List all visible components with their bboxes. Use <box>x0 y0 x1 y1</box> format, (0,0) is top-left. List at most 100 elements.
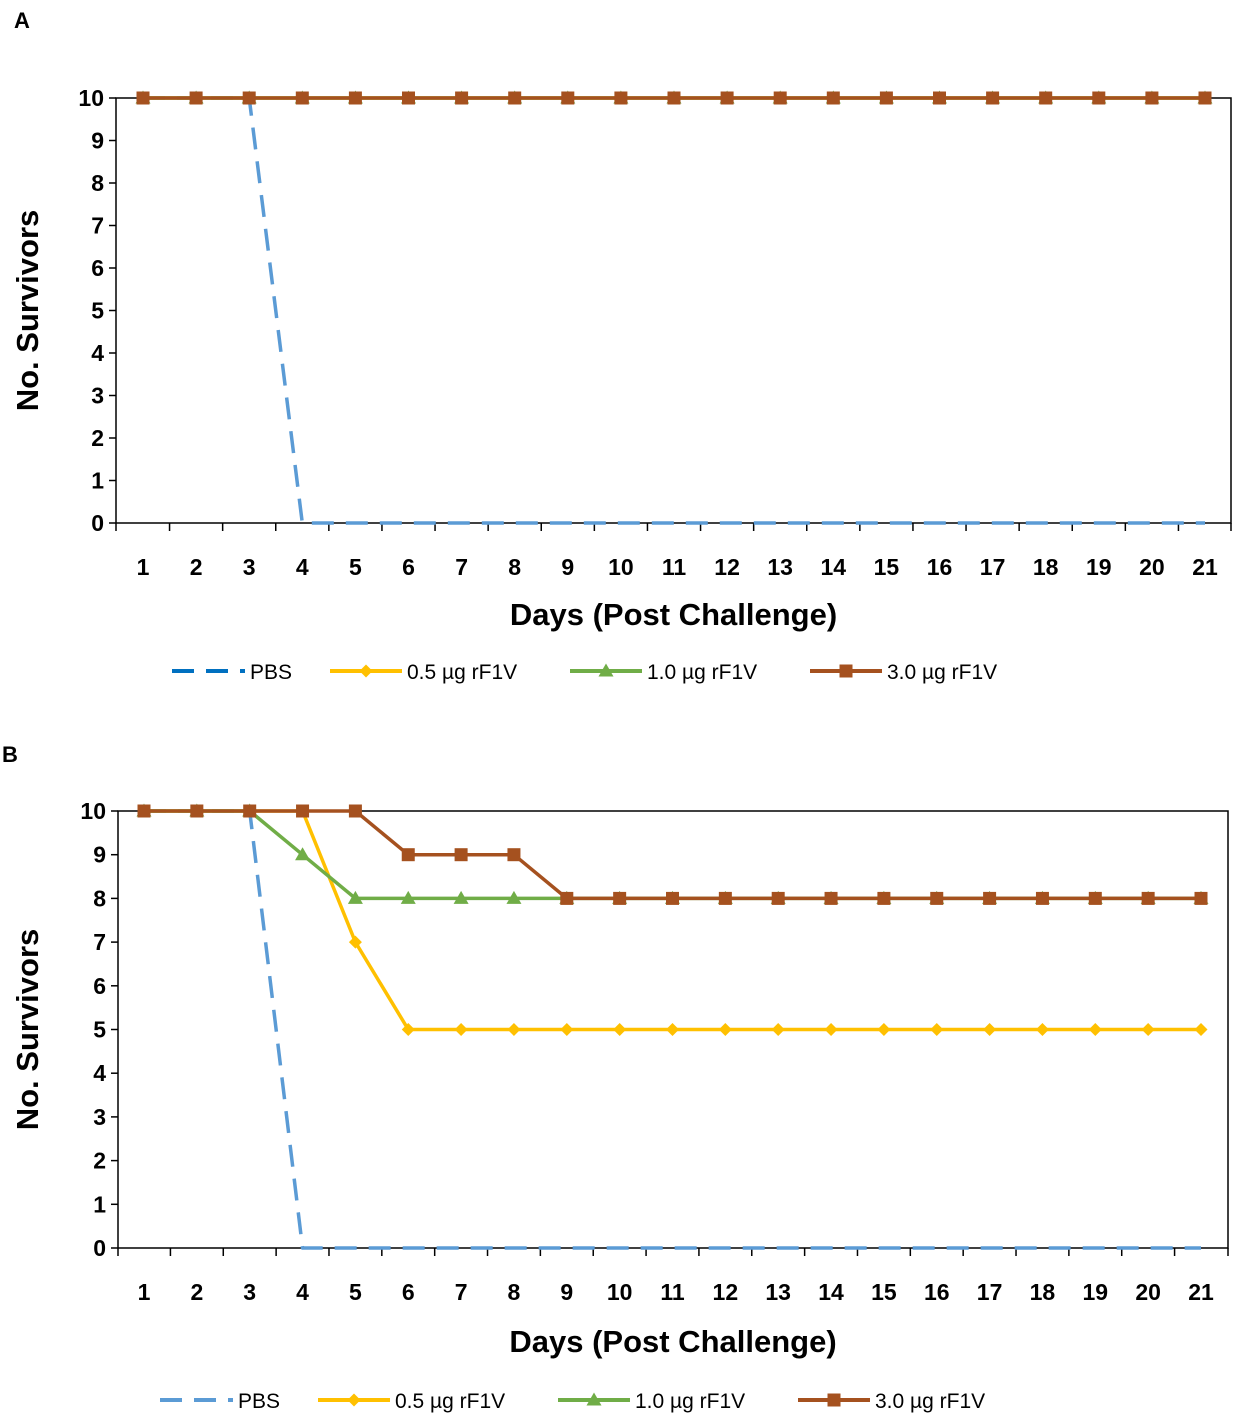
legend-label: PBS <box>250 661 292 684</box>
x-tick-label: 18 <box>1030 1279 1056 1305</box>
legend-label: 3.0 µg rF1V <box>875 1390 985 1413</box>
y-tick-label: 4 <box>93 1060 106 1086</box>
y-tick-label: 5 <box>93 1017 106 1043</box>
x-tick-label: 18 <box>1033 554 1059 580</box>
data-point-marker <box>402 91 415 105</box>
x-tick-label: 7 <box>455 1279 468 1305</box>
x-tick-label: 17 <box>980 554 1006 580</box>
data-point-marker <box>295 91 309 105</box>
legend-label: 0.5 µg rF1V <box>395 1390 505 1413</box>
data-point-marker <box>189 91 203 105</box>
data-point-marker <box>507 848 521 862</box>
data-point-marker <box>242 91 256 105</box>
data-point-marker <box>296 804 310 818</box>
data-point-marker <box>666 1023 679 1036</box>
data-point-marker <box>137 804 151 818</box>
x-tick-label: 4 <box>296 1279 309 1305</box>
x-tick-label: 3 <box>243 1279 256 1305</box>
legend-item: 3.0 µg rF1V <box>798 1390 985 1413</box>
data-point-marker <box>401 848 415 862</box>
x-tick-label: 4 <box>296 554 309 580</box>
data-point-marker <box>347 890 363 904</box>
x-tick-label: 6 <box>402 554 415 580</box>
x-tick-label: 1 <box>137 554 150 580</box>
series-1-0-g-rf1v <box>136 803 1209 904</box>
x-tick-label: 5 <box>349 1279 362 1305</box>
legend-item: 1.0 µg rF1V <box>558 1390 745 1413</box>
data-point-marker <box>1088 1023 1102 1036</box>
series-3-0-g-rf1v <box>136 91 1212 105</box>
y-tick-label: 9 <box>91 128 104 154</box>
data-point-marker <box>1194 891 1208 905</box>
series-pbs <box>143 96 1205 525</box>
data-point-marker <box>613 1023 627 1036</box>
data-point-marker <box>613 891 627 905</box>
data-point-marker <box>877 1023 891 1036</box>
y-tick-label: 1 <box>91 468 104 494</box>
plot-area-frame <box>115 97 1232 524</box>
legend: PBS 0.5 µg rF1V 1.0 µg rF1V 3.0 µg rF1V <box>160 1390 985 1413</box>
data-point-marker <box>824 1023 838 1036</box>
legend-item: 3.0 µg rF1V <box>810 661 997 684</box>
data-point-marker <box>454 1023 468 1036</box>
data-point-marker <box>718 891 732 905</box>
data-point-marker <box>560 891 574 905</box>
legend-swatch-marker <box>347 1393 361 1407</box>
legend-label: 0.5 µg rF1V <box>407 661 517 684</box>
y-tick-label: 9 <box>93 842 106 868</box>
x-tick-label: 7 <box>455 554 468 580</box>
x-tick-label: 11 <box>660 1279 685 1305</box>
data-point-marker <box>933 91 946 105</box>
data-point-marker <box>983 1023 997 1036</box>
legend-label: 1.0 µg rF1V <box>647 661 757 684</box>
data-point-marker <box>1092 91 1106 105</box>
data-point-marker <box>507 1023 521 1036</box>
data-point-marker <box>826 91 840 105</box>
x-tick-label: 10 <box>607 1279 633 1305</box>
data-point-marker <box>508 91 522 105</box>
x-tick-label: 13 <box>767 554 793 580</box>
x-tick-label: 3 <box>243 554 256 580</box>
x-tick-label: 21 <box>1188 1279 1214 1305</box>
y-tick-label: 8 <box>91 170 104 196</box>
legend-label: 3.0 µg rF1V <box>887 661 997 684</box>
series-3-0-g-rf1v <box>137 804 1208 905</box>
data-point-marker <box>1035 891 1049 905</box>
y-tick-label: 6 <box>93 973 106 999</box>
x-tick-label: 2 <box>190 1279 203 1305</box>
legend-swatch-marker <box>827 1393 841 1407</box>
legend-item: 0.5 µg rF1V <box>330 661 517 684</box>
data-point-marker <box>243 804 257 818</box>
x-tick-label: 2 <box>190 554 203 580</box>
series-line <box>144 809 1201 1250</box>
y-tick-label: 7 <box>91 213 104 239</box>
data-point-marker <box>986 91 1000 105</box>
y-tick-label: 8 <box>93 885 106 911</box>
data-point-marker <box>400 890 416 904</box>
data-point-marker <box>771 1023 785 1036</box>
y-tick-label: 1 <box>93 1191 106 1217</box>
y-tick-label: 10 <box>80 798 106 824</box>
data-point-marker <box>720 91 734 105</box>
x-tick-label: 21 <box>1192 554 1218 580</box>
data-point-marker <box>348 935 362 949</box>
x-tick-label: 20 <box>1139 554 1165 580</box>
data-point-marker <box>1088 891 1102 905</box>
y-tick-label: 5 <box>91 298 104 324</box>
data-point-marker <box>506 890 522 904</box>
legend: PBS 0.5 µg rF1V 1.0 µg rF1V 3.0 µg rF1V <box>172 661 997 684</box>
legend-item: 0.5 µg rF1V <box>318 1390 505 1413</box>
legend-label: 1.0 µg rF1V <box>635 1390 745 1413</box>
x-tick-label: 14 <box>821 554 847 580</box>
x-tick-label: 11 <box>662 554 687 580</box>
data-point-marker <box>1035 1023 1049 1036</box>
series-line <box>144 809 1201 1032</box>
y-tick-label: 4 <box>91 340 104 366</box>
x-tick-label: 12 <box>714 554 740 580</box>
x-tick-label: 10 <box>608 554 634 580</box>
data-point-marker <box>667 91 681 105</box>
legend-label: PBS <box>238 1390 280 1413</box>
panel-label: A <box>14 8 30 33</box>
